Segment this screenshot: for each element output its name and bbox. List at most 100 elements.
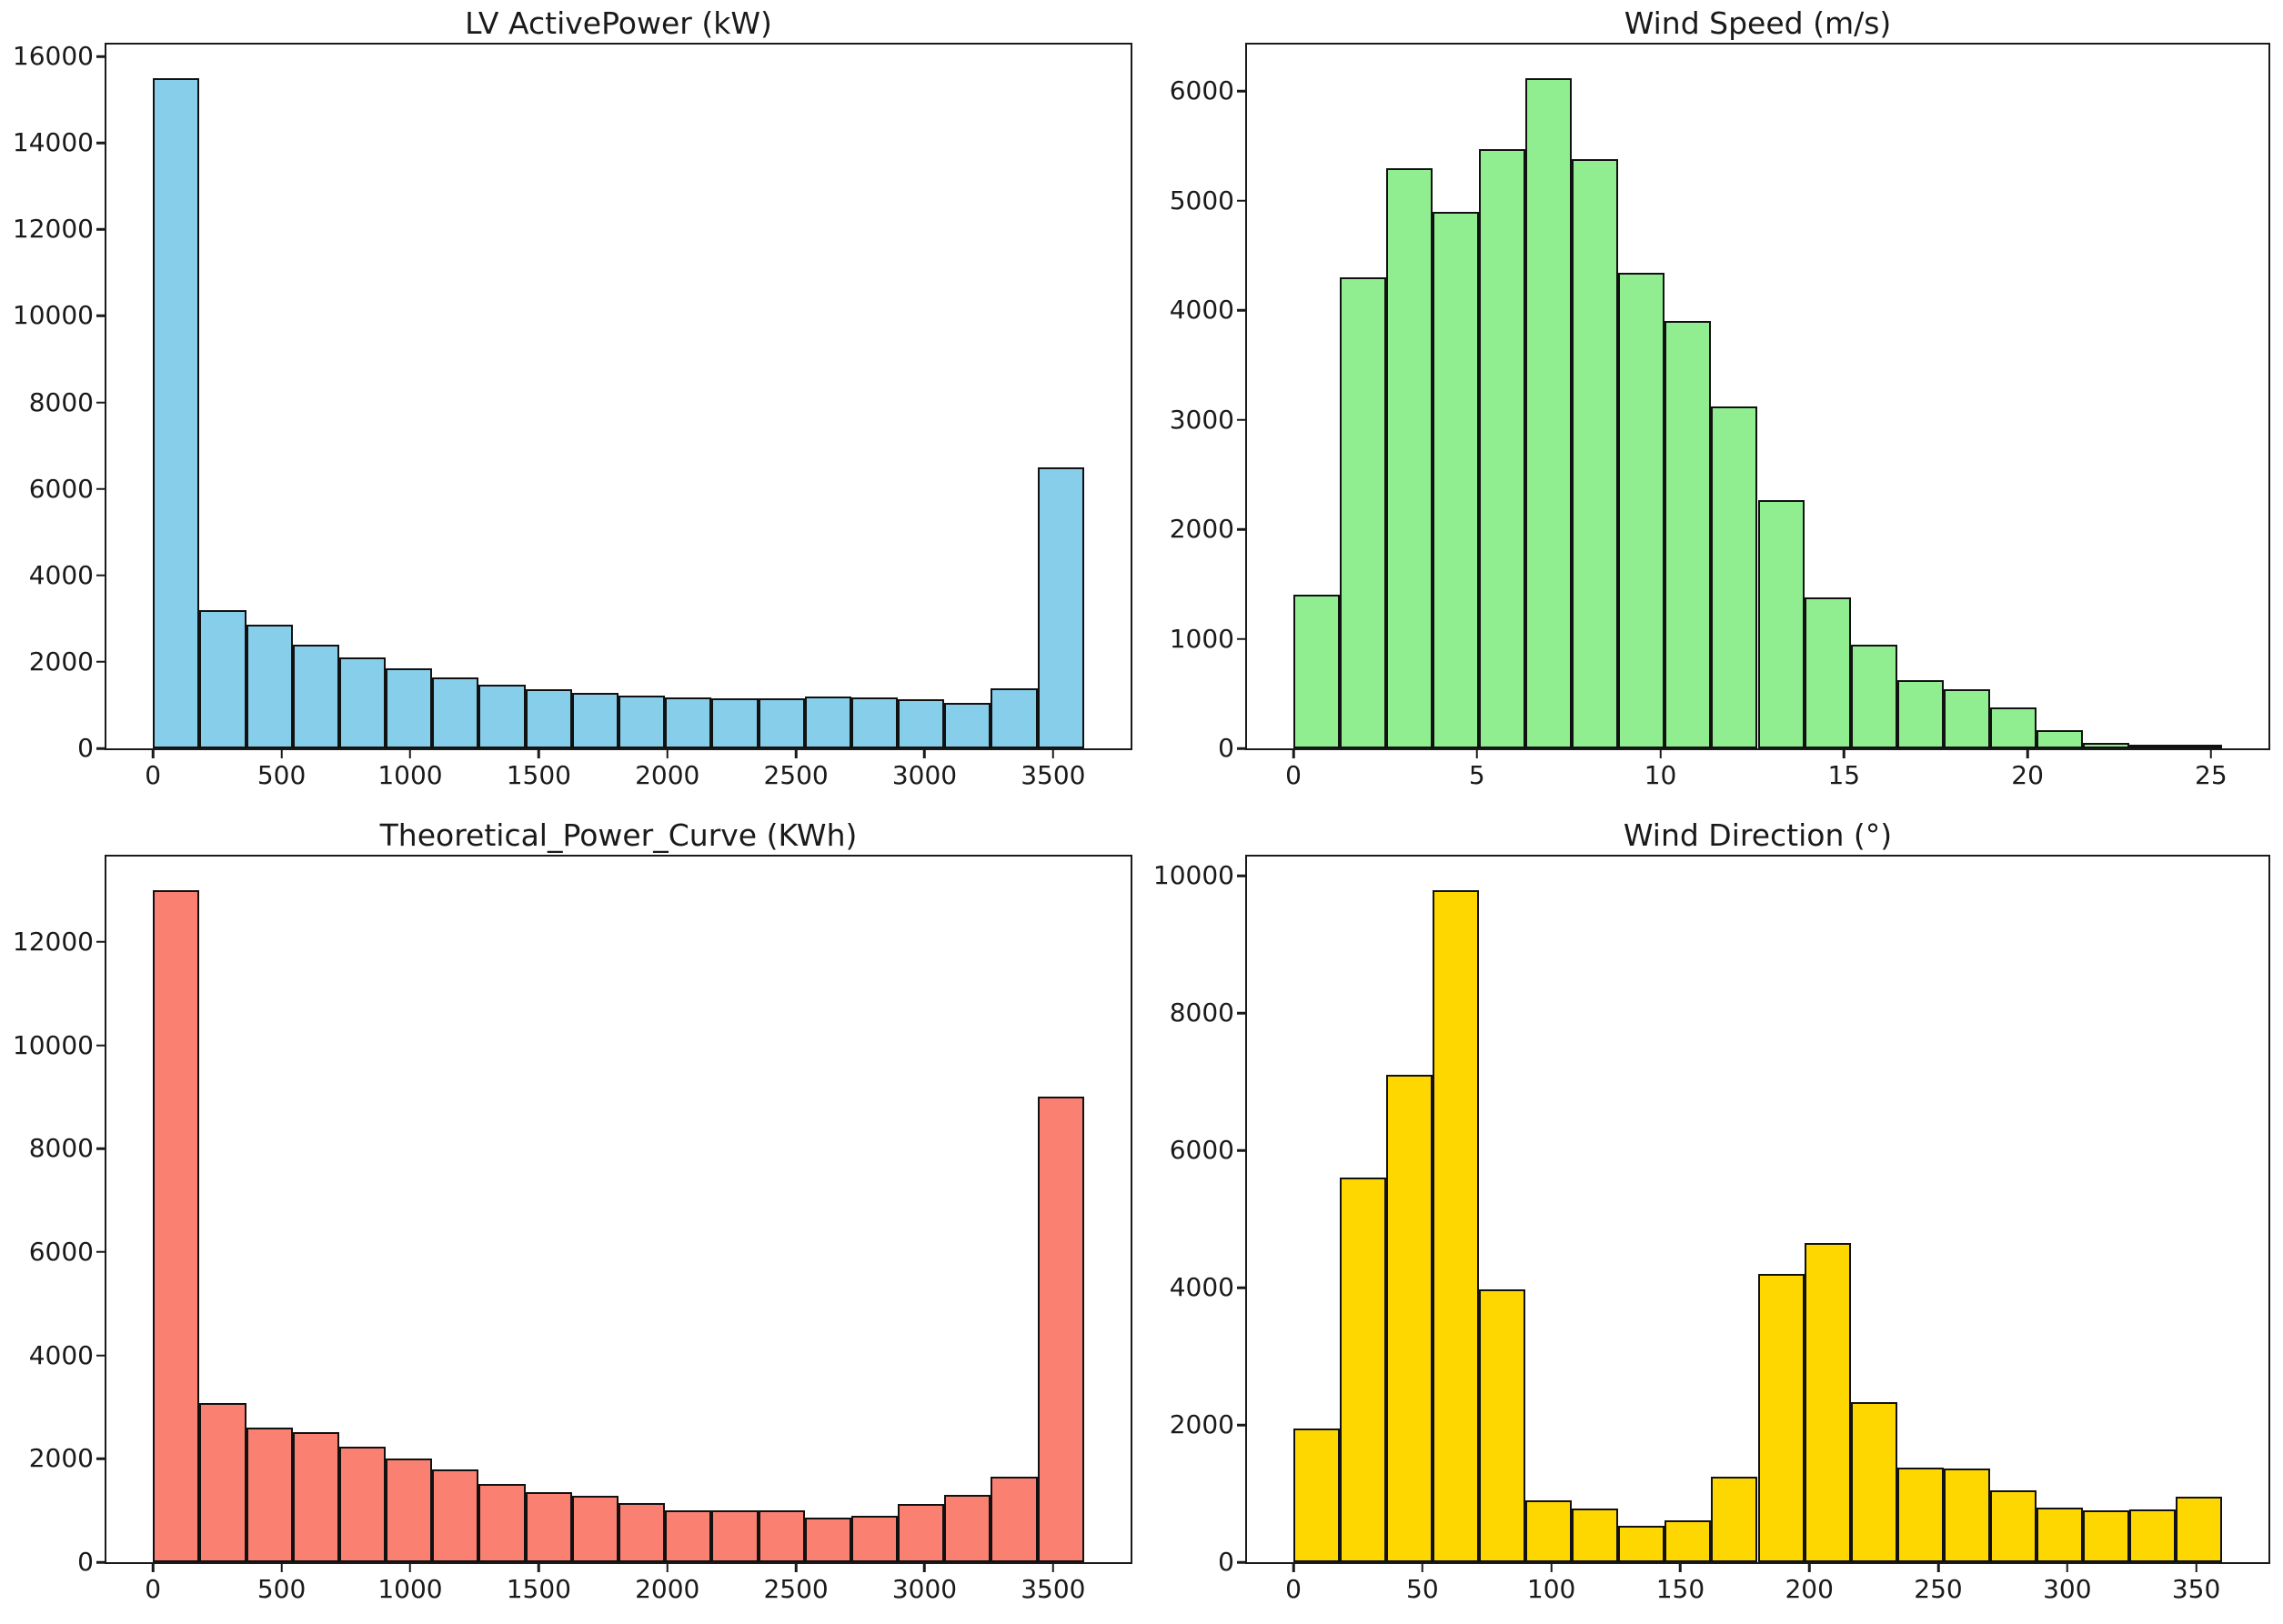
histogram-bar	[199, 1402, 246, 1562]
histogram-bar	[1037, 1097, 1084, 1562]
histogram-bar	[2128, 1509, 2176, 1562]
x-tick-label: 1000	[377, 1574, 443, 1604]
histogram-bar	[1037, 466, 1084, 748]
histogram-bar	[850, 697, 899, 748]
histogram-bar	[478, 684, 526, 748]
histogram-bar	[199, 609, 246, 748]
x-tick-label: 1500	[506, 760, 571, 790]
y-tick-mark	[1237, 1148, 1245, 1152]
x-tick-mark	[1475, 750, 1479, 758]
y-tick-label: 12000	[12, 926, 94, 957]
x-tick-label: 0	[145, 1574, 162, 1604]
y-tick-label: 2000	[28, 1443, 94, 1474]
histogram-bar	[432, 1469, 479, 1562]
histogram-bar	[292, 1431, 339, 1562]
histogram-bar	[292, 644, 339, 748]
x-tick-label: 200	[1785, 1574, 1834, 1604]
y-tick-label: 14000	[12, 127, 94, 158]
histogram-bar	[944, 1495, 991, 1562]
x-tick-mark	[794, 1564, 798, 1572]
y-tick-mark	[96, 141, 105, 145]
x-tick-label: 0	[1285, 760, 1302, 790]
y-tick-mark	[96, 1250, 105, 1254]
plot-title: Wind Direction (°)	[1623, 817, 1893, 853]
y-tick-mark	[96, 660, 105, 664]
x-tick-label: 500	[256, 1574, 307, 1604]
histogram-bar	[571, 1495, 619, 1562]
histogram-bar	[1711, 406, 1758, 748]
y-tick-label: 0	[1218, 1547, 1234, 1577]
y-tick-mark	[1237, 308, 1245, 312]
histogram-bar	[2082, 742, 2129, 748]
histogram-bar	[2128, 745, 2176, 748]
y-tick-label: 4000	[1169, 295, 1234, 326]
x-tick-label: 150	[1655, 1574, 1705, 1604]
x-tick-label: 0	[1285, 1574, 1302, 1604]
histogram-bar	[665, 697, 712, 748]
y-tick-label: 4000	[28, 559, 94, 590]
y-tick-label: 6000	[1169, 75, 1234, 106]
histogram-bar	[571, 693, 619, 748]
x-tick-label: 2500	[763, 1574, 829, 1604]
histogram-bar	[758, 1509, 805, 1562]
histogram-bar	[991, 688, 1038, 748]
y-tick-label: 6000	[28, 1236, 94, 1267]
x-tick-label: 0	[145, 760, 162, 790]
y-tick-label: 12000	[12, 214, 94, 245]
x-tick-mark	[1421, 1564, 1424, 1572]
y-tick-label: 10000	[1152, 860, 1234, 891]
x-tick-mark	[2195, 1564, 2198, 1572]
x-tick-mark	[408, 750, 412, 758]
subplot-theoretical-power-curve: Theoretical_Power_Curve (KWh) 0 2000 4000 6…	[0, 812, 1142, 1624]
histogram-bar	[338, 1447, 387, 1562]
plot-area: 0 2000 4000 6000 8000 10000 12000 0 500 1000 1500 2…	[13, 855, 1132, 1602]
histogram-bar	[711, 697, 759, 748]
histogram-bar	[1896, 1467, 1944, 1562]
x-tick-label: 25	[2195, 760, 2228, 790]
y-tick-label: 0	[1218, 733, 1234, 763]
y-tick-label: 6000	[1169, 1135, 1234, 1166]
x-tick-label: 300	[2043, 1574, 2092, 1604]
histogram-bar	[898, 1503, 945, 1562]
y-tick-mark	[1237, 1011, 1245, 1015]
histogram-bar	[665, 1509, 712, 1562]
subplot-lv-activepower: LV ActivePower (kW) 0 2000 4000 6000 8000 100…	[0, 0, 1142, 812]
y-tick-mark	[96, 487, 105, 490]
x-tick-label: 2500	[763, 760, 829, 790]
y-tick-mark	[1237, 1286, 1245, 1289]
subplot-wind-direction: Wind Direction (°) 0 2000 4000 6000 8000 1000…	[1142, 812, 2283, 1624]
y-tick-mark	[1237, 747, 1245, 750]
y-tick-label: 10000	[12, 300, 94, 331]
histogram-bar	[2175, 1497, 2222, 1562]
histogram-bar	[1386, 167, 1433, 748]
histogram-bar	[1340, 277, 1387, 748]
histogram-bar	[1479, 149, 1526, 748]
histogram-bar	[153, 889, 200, 1562]
x-tick-mark	[280, 750, 283, 758]
x-tick-mark	[1807, 1564, 1811, 1572]
y-tick-mark	[96, 1044, 105, 1047]
histogram-bar	[2082, 1509, 2129, 1562]
y-tick-mark	[96, 315, 105, 317]
plot-title: LV ActivePower (kW)	[465, 5, 772, 41]
y-tick-label: 8000	[1169, 997, 1234, 1028]
histogram-bar	[758, 698, 805, 748]
x-tick-label: 2000	[635, 760, 700, 790]
histogram-bar	[246, 625, 293, 748]
x-tick-label: 10	[1644, 760, 1677, 790]
y-tick-mark	[96, 55, 105, 58]
y-tick-mark	[96, 1560, 105, 1564]
y-tick-mark	[96, 574, 105, 577]
x-tick-mark	[1292, 750, 1295, 758]
x-tick-mark	[2209, 750, 2213, 758]
y-tick-label: 8000	[28, 1133, 94, 1164]
histogram-bar	[2036, 729, 2083, 748]
histogram-bar	[1664, 1519, 1712, 1562]
y-tick-label: 5000	[1169, 185, 1234, 216]
histogram-bar	[1850, 644, 1897, 748]
histogram-bar	[1804, 596, 1851, 748]
histogram-bar	[619, 695, 666, 748]
histogram-bar	[1850, 1402, 1897, 1562]
histogram-bar	[2175, 745, 2222, 748]
y-tick-mark	[96, 1458, 105, 1460]
